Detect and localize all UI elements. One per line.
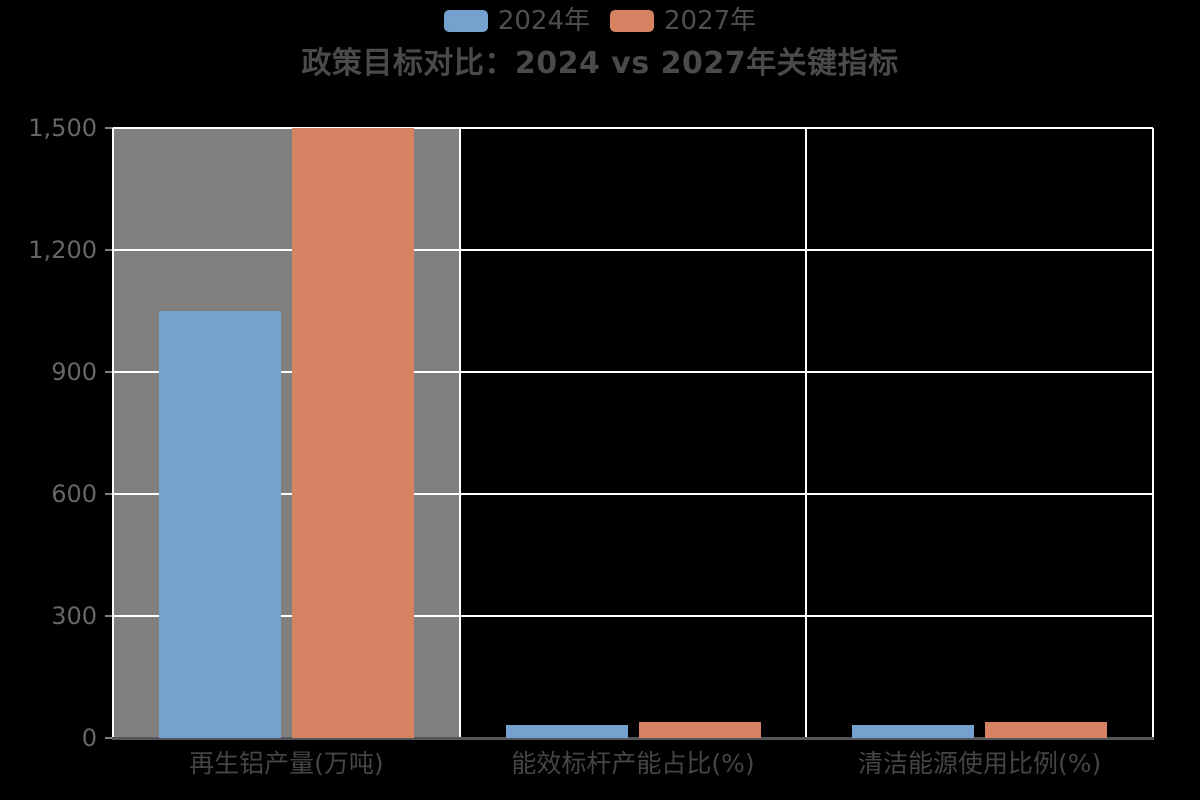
y-axis-tick <box>105 371 113 373</box>
x-axis-line <box>112 737 1154 740</box>
legend-item-label: 2027年 <box>664 6 757 36</box>
plot-area[interactable] <box>105 127 1154 740</box>
y-axis-tick <box>105 127 113 129</box>
bar-2027年-清洁能源使用比例(%)[interactable] <box>985 722 1107 738</box>
legend-swatch-icon <box>610 10 654 32</box>
bar-2024年-再生铝产量(万吨)[interactable] <box>159 311 281 738</box>
gridline-900 <box>113 371 1153 373</box>
category-split-line <box>459 128 461 738</box>
y-axis-tick <box>105 615 113 617</box>
y-axis-tick-label: 0 <box>81 724 97 752</box>
gridline-1500 <box>113 127 1153 129</box>
category-split-line <box>805 128 807 738</box>
chart-title: 政策目标对比：2024 vs 2027年关键指标 <box>301 46 899 81</box>
y-axis-tick-label: 300 <box>51 602 97 630</box>
y-axis-tick <box>105 737 113 739</box>
y-axis-tick-label: 900 <box>51 358 97 386</box>
y-axis-tick-label: 1,200 <box>28 236 97 264</box>
legend-swatch-icon <box>443 10 488 32</box>
bar-2027年-能效标杆产能占比(%)[interactable] <box>639 722 761 738</box>
category-split-line <box>1152 128 1154 738</box>
bar-2024年-清洁能源使用比例(%)[interactable] <box>852 725 974 738</box>
x-axis-category-label: 再生铝产量(万吨) <box>189 749 384 778</box>
legend-item-2024年[interactable]: 2024年 <box>443 6 590 36</box>
bar-2027年-再生铝产量(万吨)[interactable] <box>292 128 414 738</box>
y-axis-tick-label: 1,500 <box>28 114 97 142</box>
legend-item-2027年[interactable]: 2027年 <box>610 6 757 36</box>
gridline-1200 <box>113 249 1153 251</box>
legend-item-label: 2024年 <box>497 6 590 36</box>
y-axis-tick <box>105 493 113 495</box>
gridline-600 <box>113 493 1153 495</box>
bar-2024年-能效标杆产能占比(%)[interactable] <box>506 725 628 738</box>
x-axis-category-label: 能效标杆产能占比(%) <box>511 749 755 778</box>
y-axis-tick <box>105 249 113 251</box>
x-axis-category-label: 清洁能源使用比例(%) <box>858 749 1102 778</box>
gridline-300 <box>113 615 1153 617</box>
chart-legend: 2024年 2027年 <box>0 6 1200 36</box>
y-axis-tick-label: 600 <box>51 480 97 508</box>
